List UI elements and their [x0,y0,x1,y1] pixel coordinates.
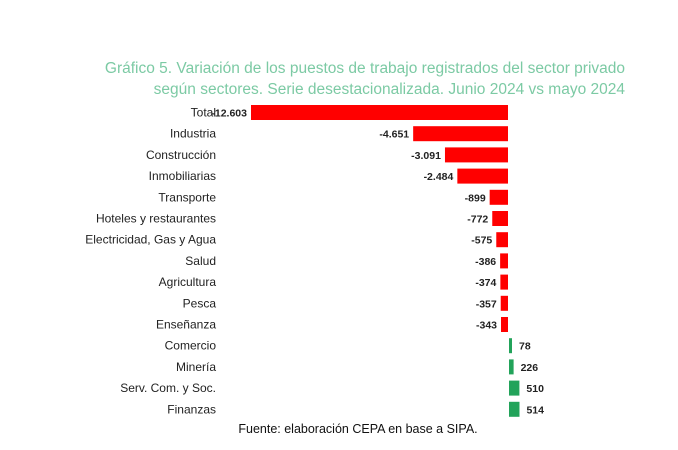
category-label-inmobiliarias: Inmobiliarias [149,169,216,183]
value-label-finanzas: 514 [526,404,544,416]
bar-total [251,105,508,120]
value-label-salud: -386 [475,256,496,268]
category-label-comercio: Comercio [165,339,217,353]
category-label-serv-com-y-soc: Serv. Com. y Soc. [120,381,216,395]
bar-serv-com-y-soc [509,380,520,396]
bar-inmobiliarias [457,168,508,184]
category-label-hoteles-y-restaurantes: Hoteles y restaurantes [96,212,216,226]
value-label-total: -12.603 [211,108,247,120]
value-label-comercio: 78 [519,341,531,353]
value-label-serv-com-y-soc: 510 [526,383,544,395]
bar-hoteles-y-restaurantes [492,211,508,226]
chart-title: Gráfico 5. Variación de los puestos de t… [40,58,625,100]
value-label-mineria: 226 [521,362,539,374]
category-label-transporte: Transporte [158,190,216,204]
bar-ensenanza [501,317,508,332]
chart-title-line-2: según sectores. Serie desestacionalizada… [153,81,625,98]
value-label-transporte: -899 [465,192,486,204]
bar-mineria [509,359,514,375]
value-label-construccion: -3.091 [411,150,441,162]
category-label-construccion: Construcción [146,148,216,162]
value-label-inmobiliarias: -2.484 [424,171,454,183]
value-label-agricultura: -374 [475,277,496,289]
chart-title-line-1: Gráfico 5. Variación de los puestos de t… [104,60,625,77]
bar-industria [413,126,508,142]
category-label-finanzas: Finanzas [167,402,216,416]
category-label-agricultura: Agricultura [159,275,217,289]
value-label-ensenanza: -343 [476,320,497,332]
bar-construccion [444,147,508,163]
bar-transporte [489,189,508,205]
bar-electricidad-gas-y-agua [496,232,508,248]
bar-salud [500,253,508,269]
value-label-electricidad-gas-y-agua: -575 [471,235,492,247]
bar-agricultura [500,274,508,290]
value-label-pesca: -357 [476,298,497,310]
category-label-electricidad-gas-y-agua: Electricidad, Gas y Agua [85,233,216,247]
category-label-ensenanza: Enseñanza [156,318,216,332]
category-label-salud: Salud [185,254,216,268]
category-label-mineria: Minería [176,360,216,374]
bar-comercio [509,338,512,354]
category-label-pesca: Pesca [183,296,217,310]
source-note: Fuente: elaboración CEPA en base a SIPA. [238,422,478,436]
category-label-industria: Industria [170,127,216,141]
bar-finanzas [509,401,520,417]
value-label-industria: -4.651 [379,129,409,141]
bar-pesca [500,295,508,311]
category-label-total: Total [191,106,216,120]
value-label-hoteles-y-restaurantes: -772 [467,214,488,226]
